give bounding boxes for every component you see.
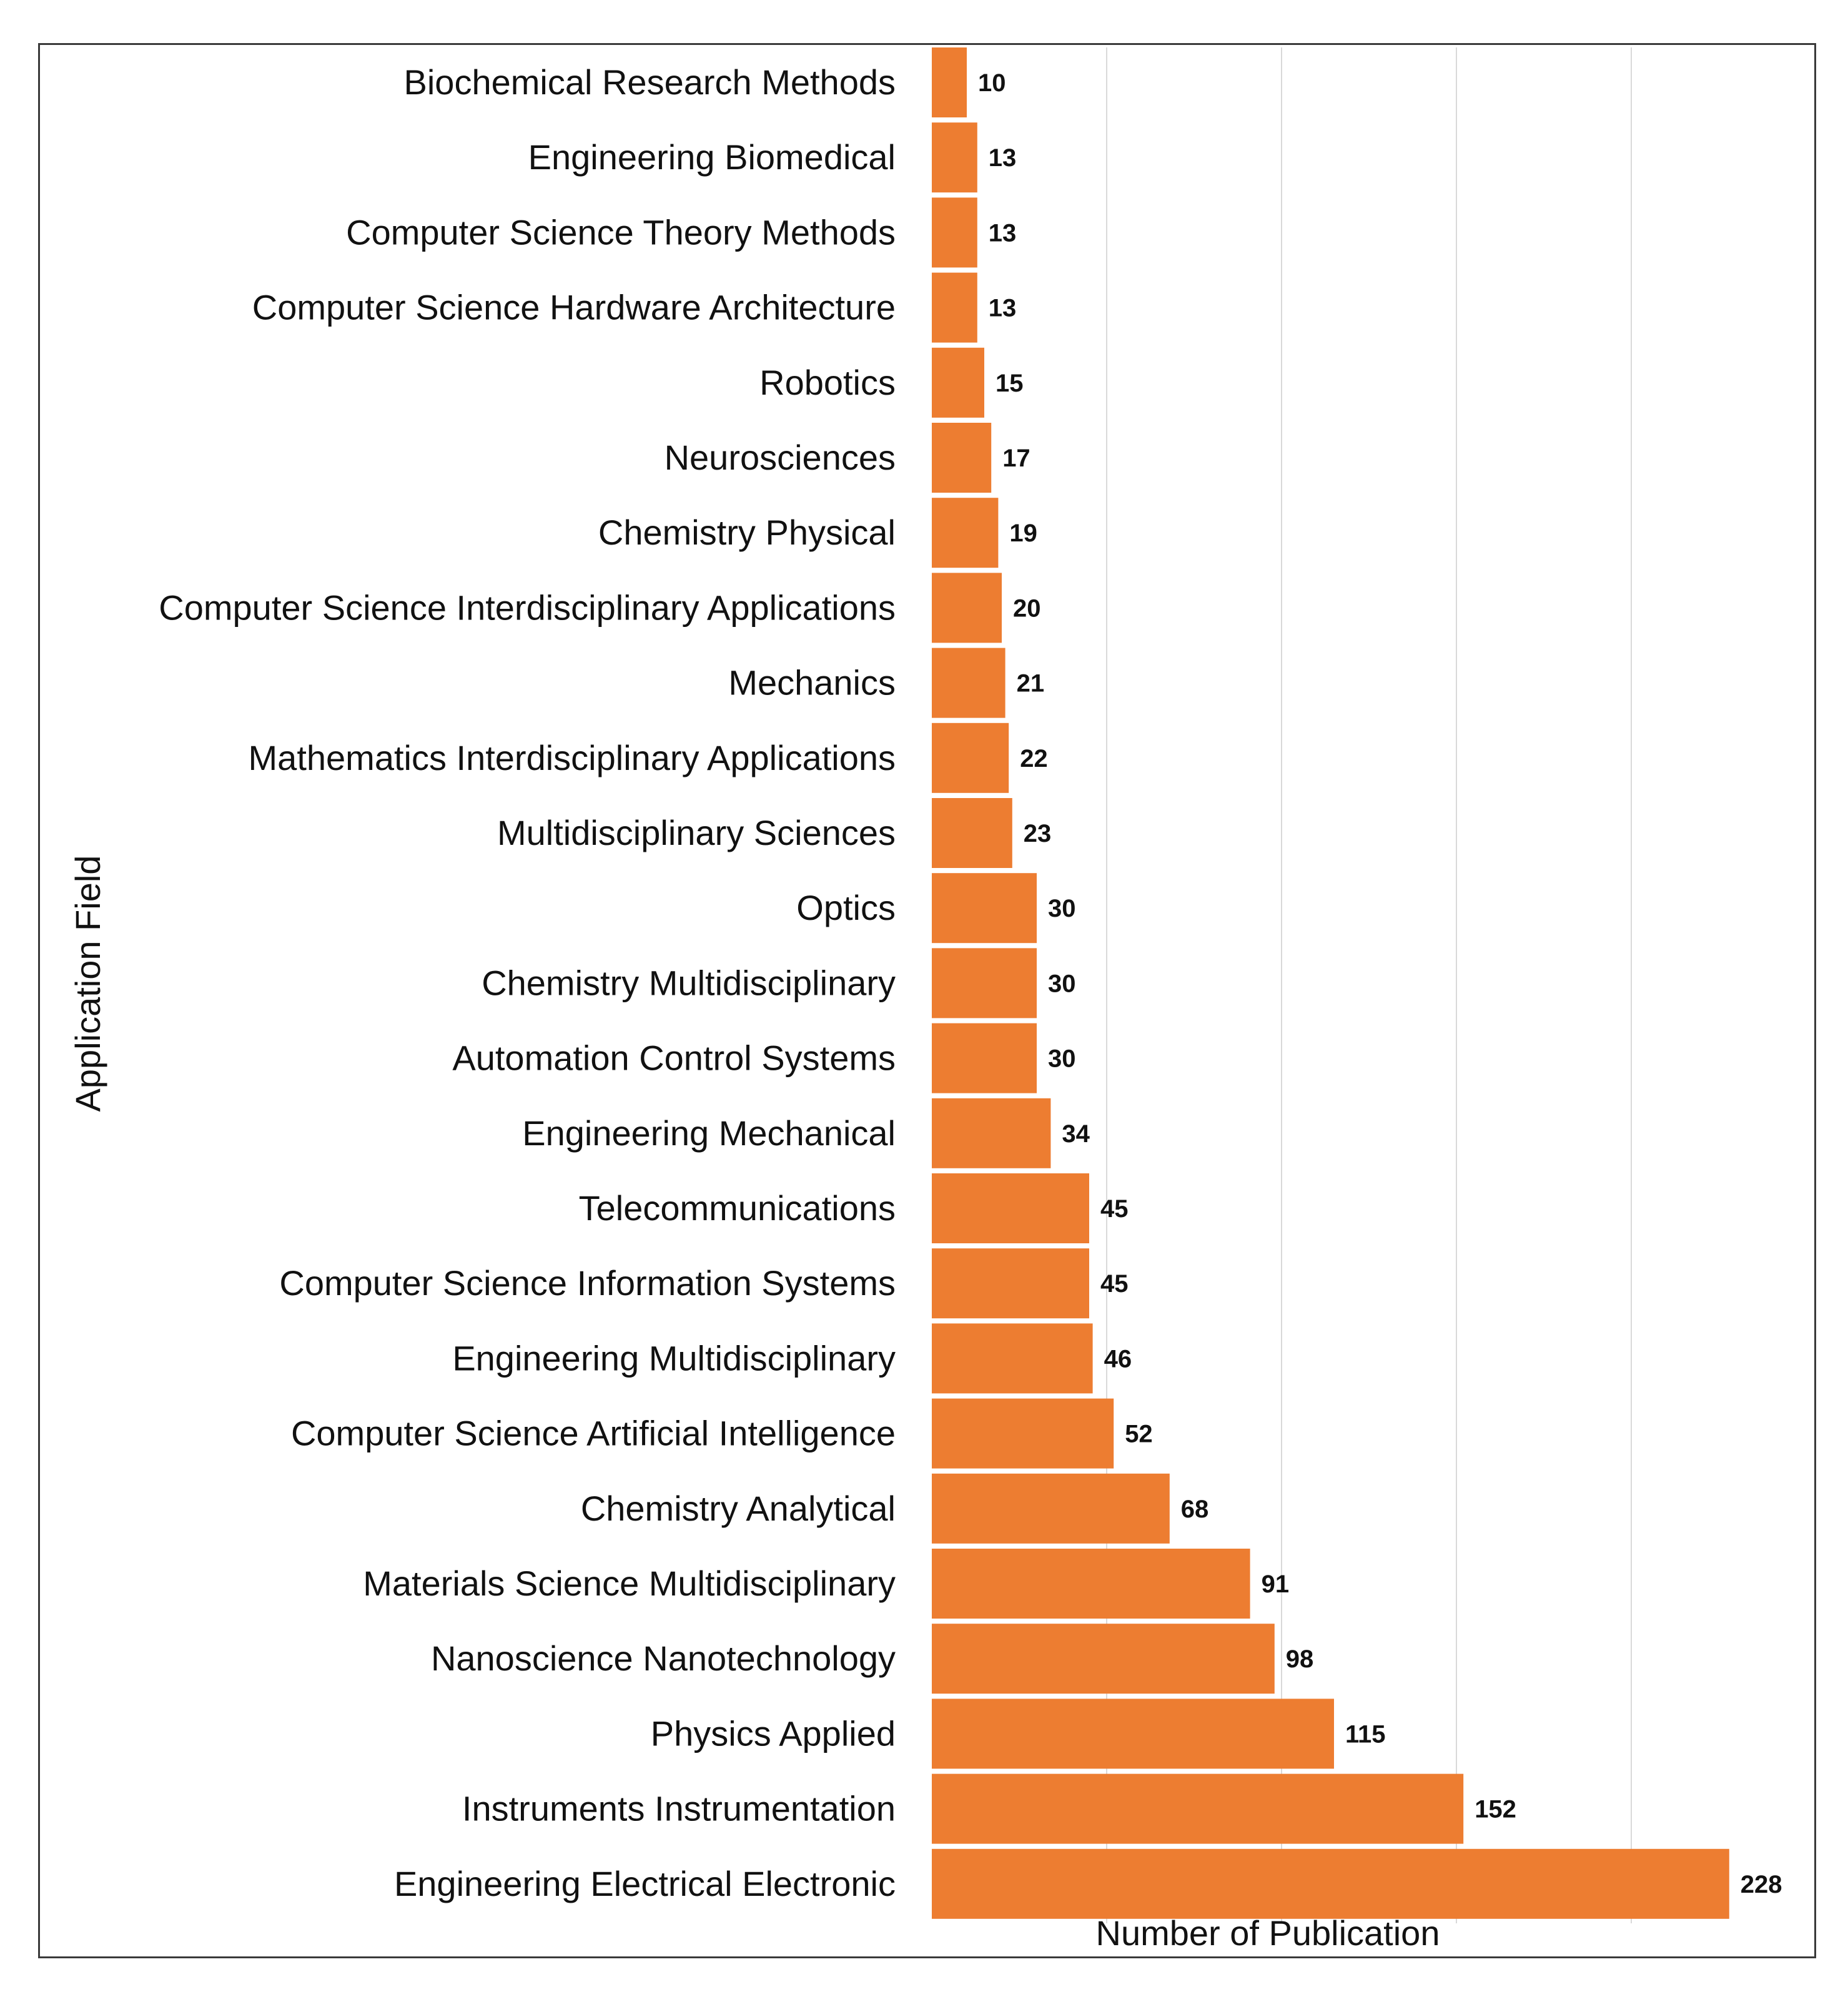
bar bbox=[932, 798, 1012, 868]
bar bbox=[932, 1773, 1464, 1844]
bar bbox=[932, 948, 1037, 1018]
bar bbox=[932, 1699, 1334, 1769]
category-label: Neurosciences bbox=[665, 438, 896, 477]
bar bbox=[932, 272, 977, 343]
category-label: Telecommunications bbox=[579, 1188, 896, 1228]
bar bbox=[932, 122, 977, 193]
bar bbox=[932, 47, 967, 117]
category-label: Computer Science Theory Methods bbox=[346, 212, 896, 252]
bar bbox=[932, 573, 1002, 643]
value-label: 228 bbox=[1741, 1871, 1782, 1898]
value-label: 19 bbox=[1009, 520, 1037, 547]
category-label: Mechanics bbox=[728, 663, 896, 703]
category-label: Optics bbox=[796, 888, 896, 927]
category-label: Multidisciplinary Sciences bbox=[497, 813, 896, 852]
category-label: Chemistry Physical bbox=[598, 513, 896, 552]
category-label: Engineering Biomedical bbox=[528, 137, 896, 177]
bar bbox=[932, 347, 984, 418]
value-label: 68 bbox=[1181, 1496, 1209, 1523]
bar bbox=[932, 1248, 1089, 1319]
bar bbox=[932, 873, 1037, 944]
bar bbox=[932, 1624, 1275, 1694]
value-label: 21 bbox=[1017, 670, 1045, 698]
value-label: 52 bbox=[1125, 1421, 1153, 1448]
value-label: 22 bbox=[1020, 745, 1048, 772]
value-label: 46 bbox=[1104, 1345, 1132, 1373]
value-label: 30 bbox=[1048, 1045, 1076, 1073]
bar bbox=[932, 197, 977, 268]
value-label: 17 bbox=[1002, 445, 1030, 472]
category-label: Robotics bbox=[759, 363, 896, 402]
bar bbox=[932, 1398, 1114, 1469]
value-label: 13 bbox=[989, 219, 1017, 247]
value-label: 30 bbox=[1048, 895, 1076, 922]
value-label: 91 bbox=[1262, 1571, 1290, 1598]
x-axis-title: Number of Publication bbox=[1096, 1913, 1440, 1953]
value-label: 13 bbox=[989, 144, 1017, 172]
bar bbox=[932, 423, 992, 493]
category-label: Computer Science Information Systems bbox=[279, 1263, 896, 1303]
category-label: Biochemical Research Methods bbox=[404, 62, 896, 102]
bar bbox=[932, 1848, 1729, 1919]
value-label: 15 bbox=[996, 370, 1024, 397]
category-label: Automation Control Systems bbox=[452, 1038, 896, 1078]
bars bbox=[932, 47, 1729, 1919]
bar bbox=[932, 498, 999, 568]
y-axis-title: Application Field bbox=[68, 856, 107, 1112]
bar bbox=[932, 1173, 1089, 1243]
value-label: 115 bbox=[1345, 1720, 1386, 1748]
value-label: 30 bbox=[1048, 970, 1076, 997]
category-label: Instruments Instrumentation bbox=[462, 1789, 896, 1828]
chart-frame bbox=[38, 43, 1816, 1958]
category-label: Computer Science Artificial Intelligence bbox=[291, 1414, 896, 1453]
value-label: 152 bbox=[1475, 1796, 1516, 1823]
bar bbox=[932, 1023, 1037, 1093]
value-label: 45 bbox=[1100, 1270, 1129, 1298]
category-label: Engineering Mechanical bbox=[522, 1113, 896, 1153]
category-label: Computer Science Interdisciplinary Appli… bbox=[159, 588, 896, 627]
category-label: Materials Science Multidisciplinary bbox=[363, 1564, 896, 1603]
value-label: 98 bbox=[1286, 1645, 1314, 1673]
category-label: Computer Science Hardware Architecture bbox=[252, 288, 896, 327]
bar bbox=[932, 1323, 1093, 1394]
category-label: Physics Applied bbox=[651, 1714, 896, 1753]
bar bbox=[932, 722, 1009, 793]
value-label: 20 bbox=[1013, 594, 1041, 622]
value-label: 13 bbox=[989, 295, 1017, 322]
category-label: Engineering Multidisciplinary bbox=[452, 1338, 896, 1378]
category-label: Chemistry Analytical bbox=[581, 1489, 896, 1528]
value-label: 34 bbox=[1062, 1120, 1090, 1148]
category-label: Engineering Electrical Electronic bbox=[394, 1864, 896, 1903]
bar bbox=[932, 1098, 1051, 1168]
bar bbox=[932, 648, 1006, 718]
category-label: Chemistry Multidisciplinary bbox=[482, 963, 896, 1002]
bar bbox=[932, 1473, 1170, 1544]
labels: Biochemical Research Methods 10 Engineerin… bbox=[159, 62, 1782, 1903]
value-label: 10 bbox=[978, 69, 1006, 97]
value-label: 45 bbox=[1100, 1195, 1129, 1223]
value-label: 23 bbox=[1024, 820, 1052, 847]
bar bbox=[932, 1549, 1250, 1619]
category-label: Nanoscience Nanotechnology bbox=[431, 1639, 896, 1678]
category-label: Mathematics Interdisciplinary Applicatio… bbox=[249, 738, 896, 777]
